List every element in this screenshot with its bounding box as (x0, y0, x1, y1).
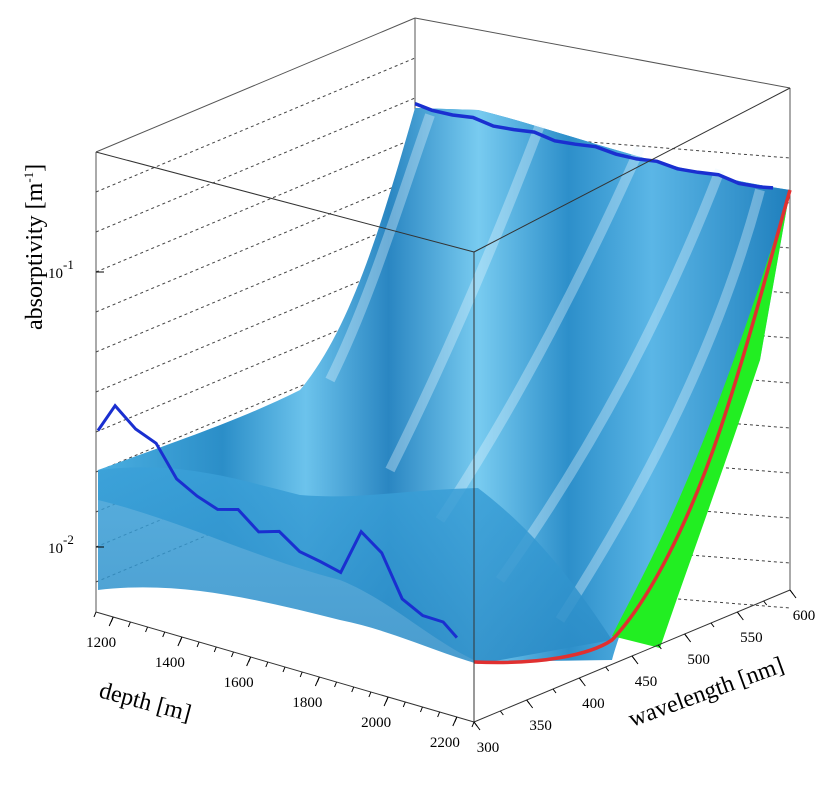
y-tick-label: 500 (687, 652, 710, 668)
z-axis-ticks: 10-2 10-1 (48, 257, 104, 557)
surface-stripe (435, 145, 645, 523)
x-minor-tick (351, 686, 355, 693)
y-tick-label: 550 (740, 630, 763, 646)
y-tick-label: 300 (477, 740, 500, 756)
y-minor-tick (736, 611, 741, 617)
grid-line (95, 217, 416, 353)
x-minor-tick (127, 621, 131, 628)
x-minor-tick (471, 721, 475, 728)
y-minor-tick (684, 633, 689, 639)
y-minor-tick (657, 644, 662, 650)
wavelength-curve (473, 189, 792, 665)
grid-line (95, 57, 416, 193)
z-axis-title: absorptivity [m-1] (21, 164, 48, 330)
x-tick-label: 1400 (155, 655, 185, 671)
y-tick-label: 350 (529, 718, 552, 734)
x-tick-label: 1200 (86, 635, 116, 651)
x-tick-label: 2200 (430, 735, 460, 751)
x-minor-tick (179, 636, 183, 643)
surface-stripe (325, 113, 435, 383)
y-minor-tick (578, 677, 583, 683)
surface (98, 108, 790, 664)
x-tick-label: 2000 (361, 715, 391, 731)
x-minor-tick (248, 656, 252, 663)
x-minor-tick (145, 626, 149, 633)
top-ridge-line (414, 101, 774, 190)
y-tick-label: 450 (635, 674, 658, 690)
y-tick-label: 600 (793, 608, 816, 624)
side-fill (612, 190, 790, 648)
z-tick-label: 10-1 (48, 257, 74, 282)
x-minor-tick (299, 671, 303, 678)
z-tick-label: 10-2 (48, 532, 74, 557)
y-minor-tick (605, 666, 610, 672)
x-minor-tick (334, 681, 338, 688)
x-minor-tick (419, 706, 423, 713)
x-tick-label: 1600 (224, 675, 254, 691)
surface-stripe (385, 123, 545, 473)
x-minor-tick (196, 641, 200, 648)
y-minor-tick (789, 589, 794, 595)
x-minor-tick (162, 631, 166, 638)
surface-stripe (555, 188, 765, 623)
x-minor-tick (368, 691, 372, 698)
y-axis-ticks: 300 350 400 450 500 550 600 (473, 589, 816, 756)
y-minor-tick (631, 655, 636, 661)
x-axis-ticks: 1200 1400 1600 1800 2000 2200 (86, 611, 475, 751)
x-minor-tick (402, 701, 406, 708)
y-minor-tick (499, 710, 504, 716)
z-axis-title-exponent: -1 (21, 172, 36, 183)
surface-stripes (325, 113, 765, 623)
x-minor-tick (385, 696, 389, 703)
y-minor-tick (552, 688, 557, 694)
box-edge (95, 17, 416, 153)
surface-stripe (495, 168, 725, 583)
x-minor-tick (93, 611, 97, 618)
x-minor-tick (316, 676, 320, 683)
grid-line (95, 97, 416, 233)
z-axis-title-base: absorptivity [m (22, 182, 48, 330)
y-minor-tick (763, 600, 768, 606)
x-minor-tick (230, 651, 234, 658)
x-minor-tick (110, 616, 114, 623)
surface-front-slab (98, 467, 612, 664)
y-tick-label: 400 (582, 696, 605, 712)
y-minor-tick (710, 622, 715, 628)
x-minor-tick (265, 661, 269, 668)
depth-profile-line (96, 403, 459, 639)
y-minor-tick (526, 699, 531, 705)
grid-line (95, 177, 416, 313)
box-edge (95, 151, 475, 253)
x-minor-tick (437, 711, 441, 718)
box-edge (414, 17, 791, 89)
x-minor-tick (213, 646, 217, 653)
x-tick-label: 1800 (292, 695, 322, 711)
grid-line (95, 137, 416, 273)
x-minor-tick (282, 666, 286, 673)
z-axis-title-close: ] (22, 164, 48, 172)
y-minor-tick (473, 721, 478, 727)
x-axis-title: depth [m] (96, 678, 194, 727)
box-edge (473, 87, 791, 253)
x-minor-tick (454, 716, 458, 723)
